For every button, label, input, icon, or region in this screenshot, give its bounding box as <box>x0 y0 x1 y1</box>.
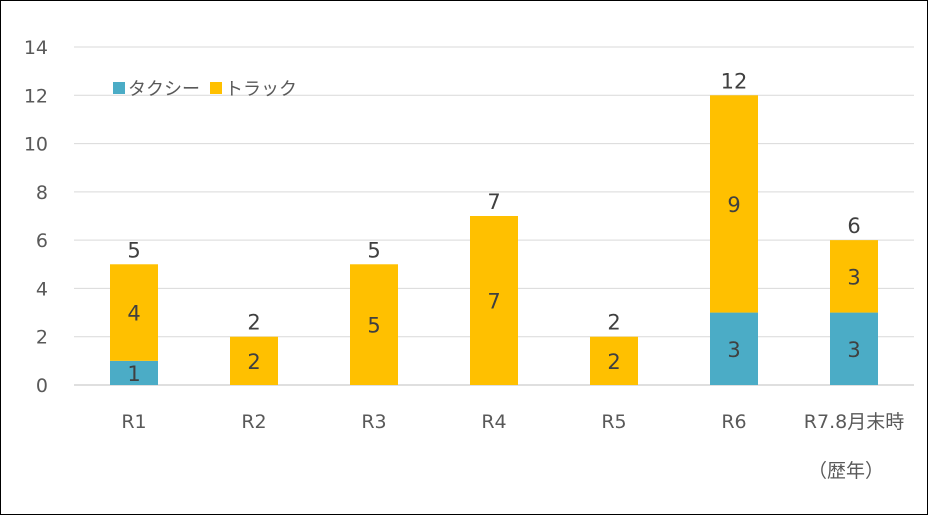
bar-segment-taxi <box>710 312 758 385</box>
total-label: 2 <box>247 311 260 335</box>
bar-segment-truck <box>590 336 638 385</box>
data-label: 4 <box>127 302 140 326</box>
total-label: 6 <box>847 214 860 238</box>
x-tick-label: R6 <box>721 411 746 433</box>
total-label: 7 <box>487 190 500 214</box>
y-tick-label: 14 <box>24 37 48 59</box>
bar-segment-taxi <box>110 360 158 385</box>
y-tick-label: 12 <box>24 85 48 107</box>
data-label: 5 <box>367 314 380 338</box>
x-tick-label: R7.8月末時 <box>804 411 904 433</box>
y-tick-label: 6 <box>36 230 48 252</box>
x-axis: R1 R2 R3 R4 R5 R6 R7.8月末時 <box>121 411 904 433</box>
y-tick-label: 10 <box>24 134 48 156</box>
legend-swatch <box>210 82 222 94</box>
x-tick-label: R4 <box>481 411 506 433</box>
bar-segment-truck <box>710 95 758 313</box>
data-label: 2 <box>607 350 620 374</box>
y-tick-label: 8 <box>36 182 48 204</box>
category-note: （歴年） <box>808 460 885 482</box>
data-label: 3 <box>847 338 860 362</box>
total-label: 5 <box>127 238 140 262</box>
x-tick-label: R2 <box>241 411 266 433</box>
bar-segment-truck <box>230 336 278 385</box>
y-tick-label: 2 <box>36 327 48 349</box>
total-label: 12 <box>721 69 748 93</box>
legend-label: タクシー <box>128 79 200 100</box>
legend-label: トラック <box>225 79 297 100</box>
y-tick-label: 4 <box>36 278 48 300</box>
bar-segment-taxi <box>830 312 878 385</box>
y-axis: 0 2 4 6 8 10 12 14 <box>24 37 48 397</box>
legend-swatch <box>113 82 125 94</box>
x-tick-label: R3 <box>361 411 386 433</box>
data-label: 2 <box>247 350 260 374</box>
total-label: 2 <box>607 311 620 335</box>
bar-segment-truck <box>470 216 518 385</box>
bar-segment-truck <box>830 240 878 313</box>
data-label: 3 <box>727 338 740 362</box>
bar-segment-truck <box>350 264 398 385</box>
x-tick-label: R5 <box>601 411 626 433</box>
data-labels: 1 4 5 2 2 5 5 7 7 2 2 3 9 12 3 3 6 <box>127 69 860 386</box>
data-label: 3 <box>847 265 860 289</box>
x-tick-label: R1 <box>121 411 146 433</box>
bar-segment-truck <box>110 264 158 361</box>
data-label: 7 <box>487 290 500 314</box>
gridlines <box>74 46 914 386</box>
bars <box>110 95 878 385</box>
y-tick-label: 0 <box>36 375 48 397</box>
legend: タクシー トラック <box>113 79 297 100</box>
data-label: 9 <box>727 193 740 217</box>
data-label: 1 <box>127 362 140 386</box>
total-label: 5 <box>367 238 380 262</box>
